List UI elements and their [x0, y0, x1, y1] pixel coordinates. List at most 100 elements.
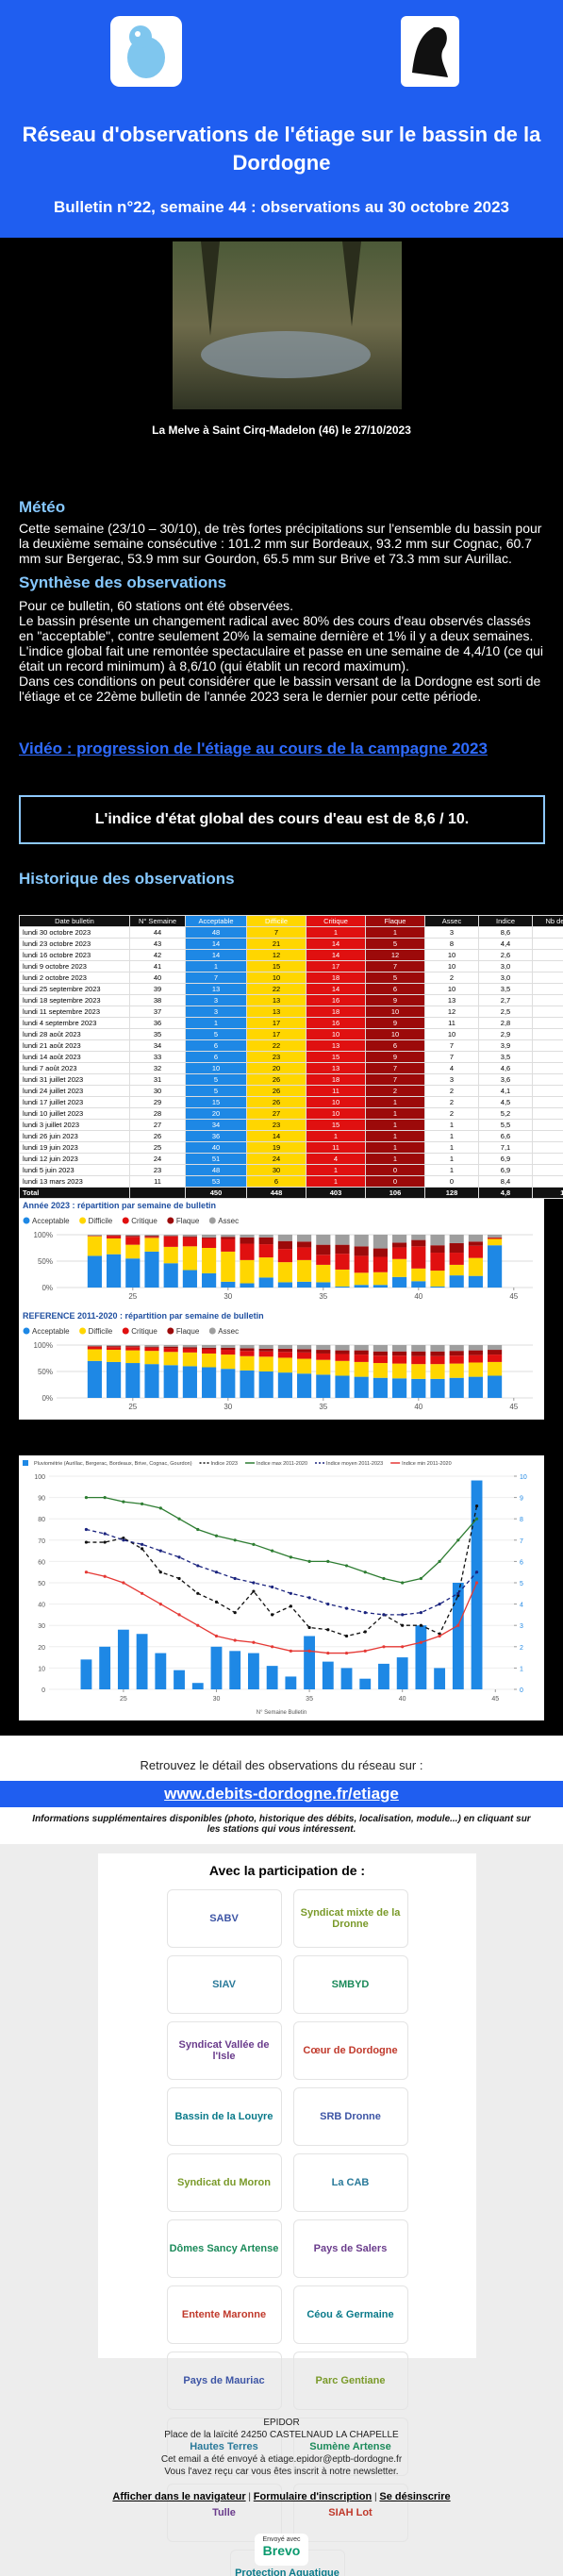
table-cell: 1 — [365, 1130, 425, 1142]
bar-segment — [144, 1345, 159, 1347]
bar-segment — [316, 1282, 331, 1288]
brevo-badge[interactable]: Envoyé avec Brevo — [255, 2534, 308, 2566]
partner-logo: Dômes Sancy Artense — [166, 2219, 282, 2278]
bar-segment — [316, 1255, 331, 1265]
history-table: Date bulletin N° Semaine Acceptable Diffici… — [19, 915, 563, 1199]
point — [289, 1591, 292, 1595]
bar — [304, 1636, 315, 1689]
x-tick-label: 35 — [319, 1403, 327, 1411]
table-cell: 1 — [185, 960, 247, 972]
bar-segment — [488, 1354, 503, 1362]
bar-segment — [182, 1348, 197, 1353]
bar-segment — [316, 1353, 331, 1360]
table-cell: 11 — [424, 1017, 479, 1029]
bar-segment — [430, 1245, 445, 1254]
bar-segment — [411, 1351, 426, 1356]
point — [289, 1555, 292, 1559]
table-cell: 10 — [365, 1005, 425, 1018]
bar-segment — [258, 1348, 273, 1352]
bar-segment — [488, 1361, 503, 1376]
point — [474, 1504, 479, 1508]
partner-logo: SMBYD — [292, 1955, 408, 2014]
table-cell: 80 — [532, 1017, 563, 1029]
bar-segment — [392, 1258, 407, 1277]
bar-segment — [373, 1377, 388, 1398]
table-cell: 448 — [246, 1187, 306, 1199]
table-cell: 15 — [306, 1051, 366, 1063]
bar-segment — [277, 1249, 292, 1263]
footer-link[interactable]: Afficher dans le navigateur — [112, 2491, 246, 2502]
bar-segment — [354, 1361, 369, 1377]
table-cell: 44 — [129, 926, 186, 939]
partner-logo: Pays de Mauriac — [166, 2352, 282, 2410]
table-cell: 33 — [129, 1051, 186, 1063]
bar-segment — [411, 1364, 426, 1379]
table-cell: 3,0 — [478, 972, 533, 984]
bar-segment — [449, 1235, 464, 1243]
bar-segment — [392, 1355, 407, 1364]
point — [326, 1628, 330, 1632]
table-cell: 13 — [306, 1039, 366, 1052]
y-tick-label: 100% — [34, 1231, 53, 1239]
bar-segment — [163, 1246, 178, 1264]
table-cell: lundi 12 juin 2023 — [19, 1153, 130, 1165]
table-cell: 36 — [185, 1130, 247, 1142]
bar-segment — [163, 1365, 178, 1398]
footer-link[interactable]: Formulaire d'inscription — [253, 2491, 373, 2502]
x-tick-label: 40 — [399, 1696, 406, 1703]
table-cell: 10 — [424, 1028, 479, 1040]
column-header: Acceptable — [185, 915, 247, 927]
partner-logo: SIAH Lot — [292, 2484, 408, 2542]
table-cell: 18 — [306, 1005, 366, 1018]
bar-segment — [144, 1351, 159, 1365]
bar-segment — [240, 1237, 255, 1244]
table-cell: 16 — [306, 1017, 366, 1029]
bar-segment — [392, 1378, 407, 1398]
table-cell: 40 — [185, 1141, 247, 1154]
chart-title: REFERENCE 2011-2020 : répartition par se… — [23, 1311, 264, 1321]
y-tick-label: 0 — [41, 1687, 45, 1694]
table-cell: 32 — [129, 1062, 186, 1074]
point — [84, 1496, 89, 1500]
video-link[interactable]: Vidéo : progression de l'étiage au cours… — [19, 740, 488, 757]
table-cell: 24 — [246, 1153, 306, 1165]
column-header: Difficile — [246, 915, 306, 927]
point — [271, 1613, 274, 1617]
bar — [471, 1480, 483, 1689]
bar-segment — [354, 1354, 369, 1362]
point — [289, 1604, 292, 1608]
bar — [415, 1625, 427, 1689]
table-cell: 3 — [185, 1005, 247, 1018]
site-link[interactable]: www.debits-dordogne.fr/etiage — [0, 1781, 563, 1807]
table-cell: 3 — [424, 1073, 479, 1086]
legend-label: Critique — [131, 1217, 157, 1225]
table-cell: 26 — [246, 1096, 306, 1108]
bar-segment — [335, 1345, 350, 1351]
table-cell: 2 — [424, 972, 479, 984]
bar-segment — [87, 1349, 102, 1361]
bar-segment — [316, 1350, 331, 1354]
point — [456, 1593, 460, 1598]
y-tick-label: 50% — [38, 1368, 53, 1376]
bar-segment — [125, 1237, 141, 1245]
bar-segment — [125, 1258, 141, 1288]
bar-segment — [221, 1354, 236, 1370]
bar-segment — [488, 1345, 503, 1351]
point — [122, 1536, 125, 1540]
table-cell: 1 — [365, 1096, 425, 1108]
table-cell: 8 — [424, 938, 479, 950]
bar-segment — [240, 1235, 255, 1238]
table-cell: 0 — [365, 1164, 425, 1176]
point — [196, 1591, 200, 1595]
legend-label: Critique — [131, 1327, 157, 1336]
footer-link[interactable]: Se désinscrire — [379, 2491, 451, 2502]
bar-segment — [468, 1275, 483, 1288]
table-cell: 48 — [185, 926, 247, 939]
partner-logo: Cœur de Dordogne — [292, 2021, 408, 2080]
table-cell: 7 — [424, 1051, 479, 1063]
table-cell: 12 — [424, 1005, 479, 1018]
table-cell: 10 — [306, 1096, 366, 1108]
table-cell: 71 — [532, 960, 563, 972]
